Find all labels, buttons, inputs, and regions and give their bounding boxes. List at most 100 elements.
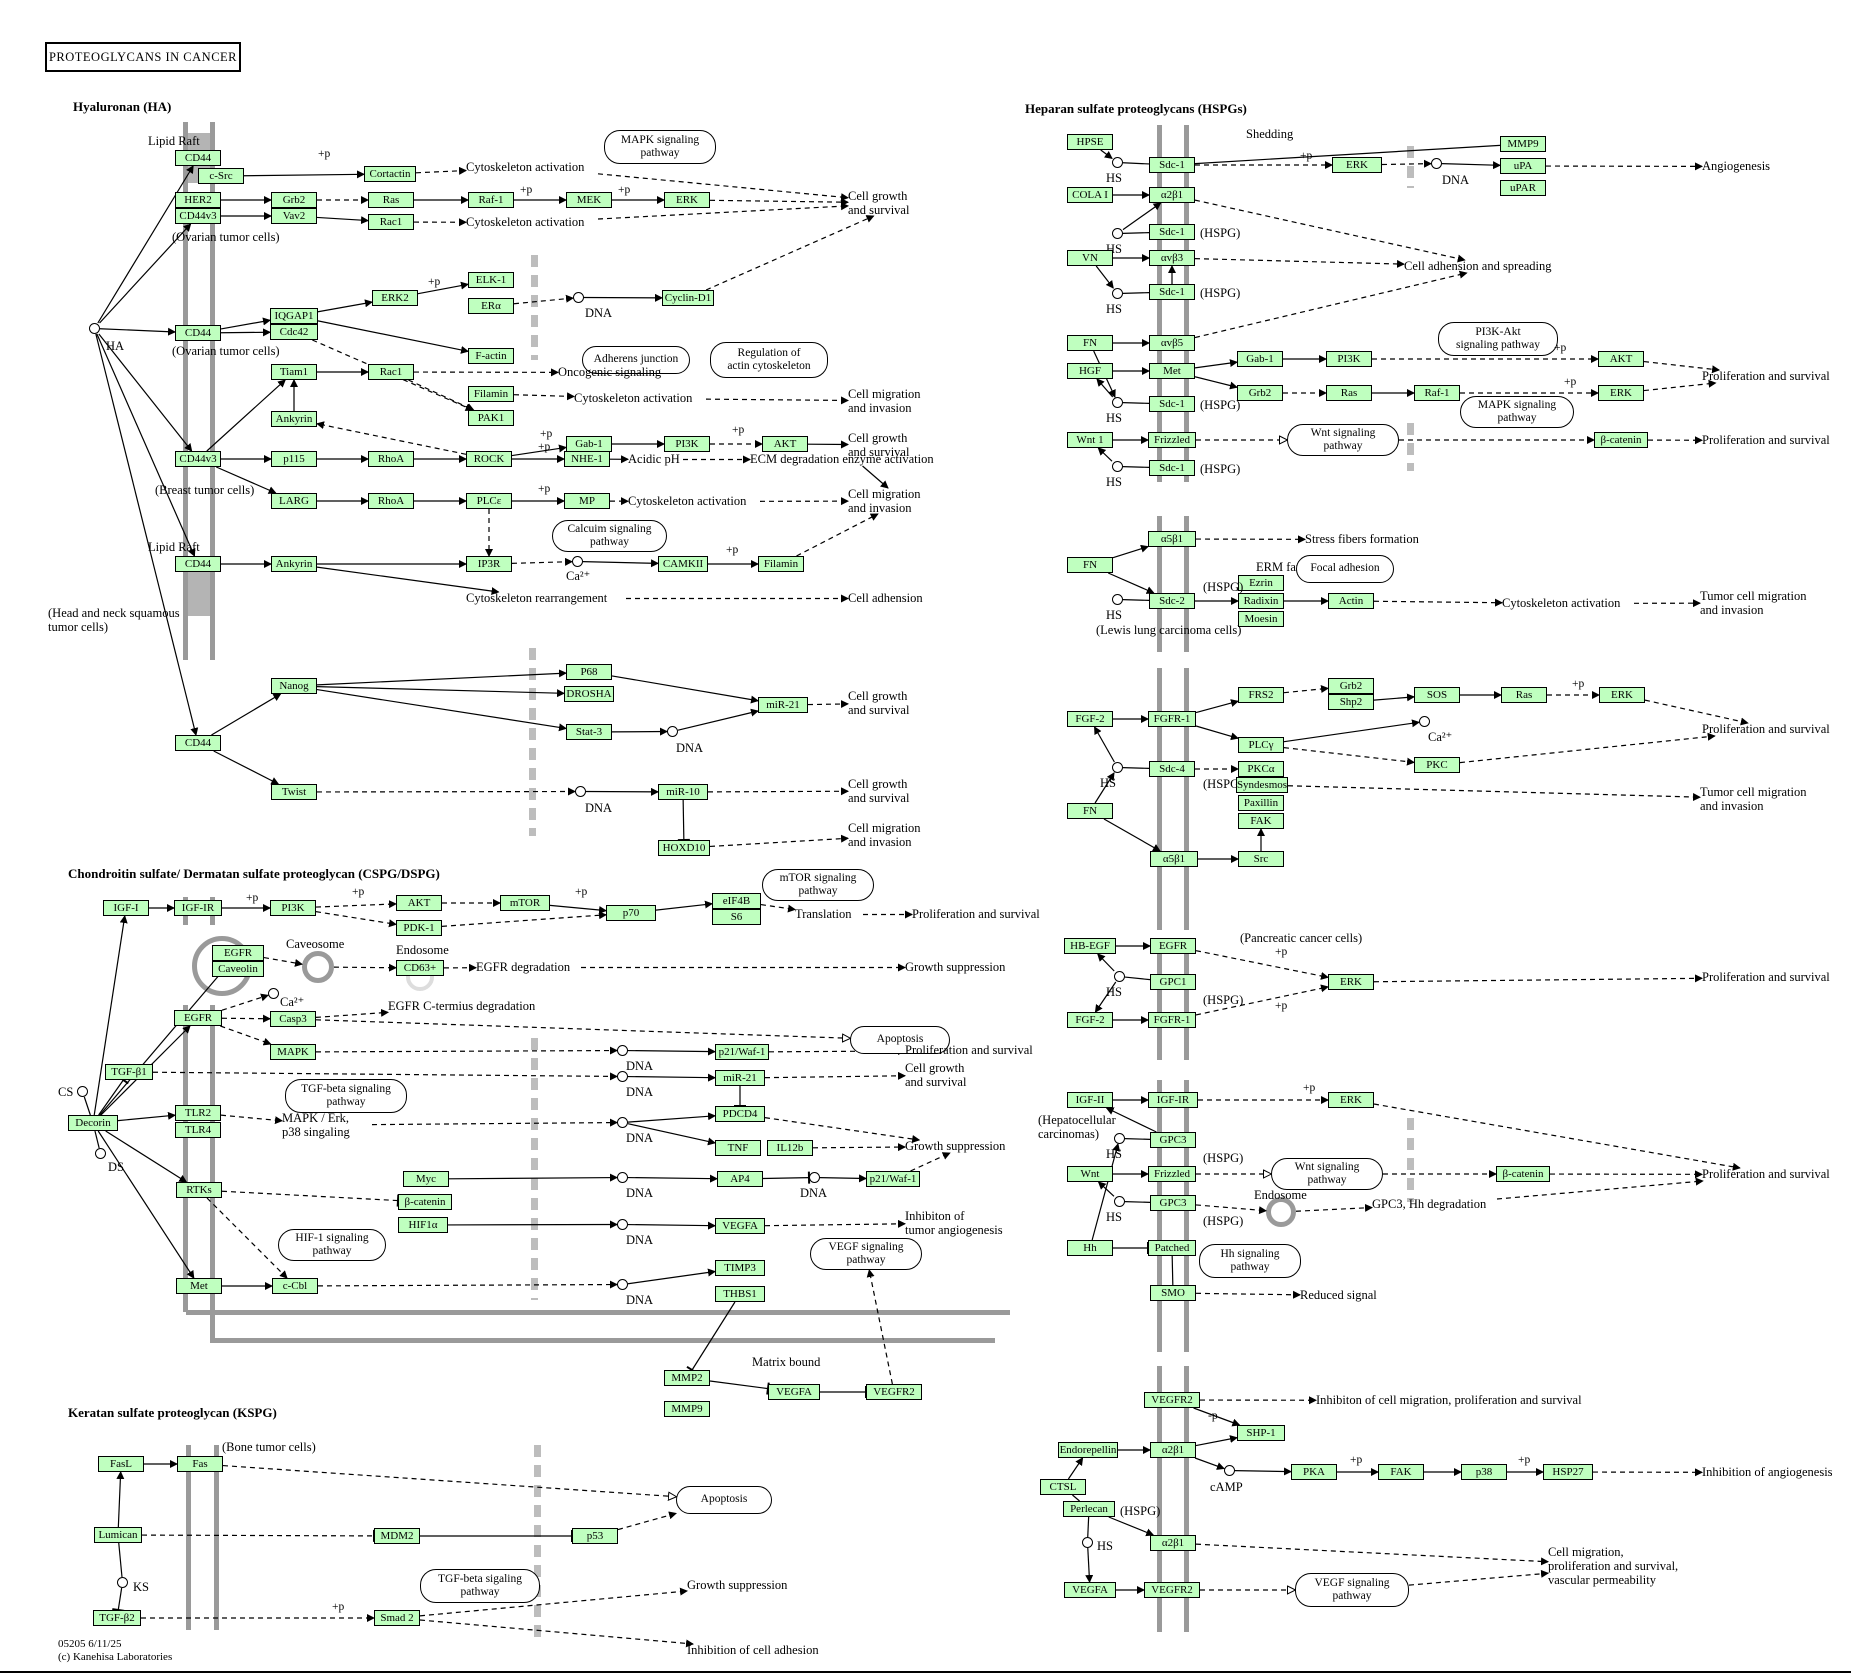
fn-1[interactable]: FN bbox=[1067, 335, 1113, 351]
ezrin[interactable]: Ezrin bbox=[1238, 575, 1284, 591]
cd44-4[interactable]: CD44 bbox=[175, 735, 221, 751]
tgfboval[interactable]: TGF-beta signaling pathway bbox=[285, 1079, 407, 1113]
thbs1[interactable]: THBS1 bbox=[715, 1286, 765, 1302]
hoxd10[interactable]: HOXD10 bbox=[658, 840, 710, 856]
gpc1[interactable]: GPC1 bbox=[1150, 974, 1196, 990]
mek[interactable]: MEK bbox=[566, 192, 612, 208]
fak-R2[interactable]: FAK bbox=[1378, 1464, 1424, 1480]
erk-r2[interactable]: ERK bbox=[1598, 385, 1644, 401]
vegfr2-R1[interactable]: VEGFR2 bbox=[1144, 1392, 1200, 1408]
filamin-2[interactable]: Filamin bbox=[758, 556, 804, 572]
fasl[interactable]: FasL bbox=[98, 1456, 144, 1472]
vegfa-R[interactable]: VEGFA bbox=[1064, 1582, 1116, 1598]
sdc1-5[interactable]: Sdc-1 bbox=[1149, 460, 1195, 476]
p21waf-1[interactable]: p21/Waf-1 bbox=[715, 1044, 769, 1060]
upa[interactable]: uPA bbox=[1500, 158, 1546, 174]
stat3[interactable]: Stat-3 bbox=[566, 724, 612, 740]
sdc2[interactable]: Sdc-2 bbox=[1149, 593, 1195, 609]
cortactin[interactable]: Cortactin bbox=[364, 166, 416, 182]
wntoval2[interactable]: Wnt signaling pathway bbox=[1271, 1158, 1383, 1190]
gpc3-2[interactable]: GPC3 bbox=[1150, 1195, 1196, 1211]
erk-r4[interactable]: ERK bbox=[1328, 974, 1374, 990]
erk-r5[interactable]: ERK bbox=[1328, 1092, 1374, 1108]
pdk1[interactable]: PDK-1 bbox=[396, 920, 442, 936]
mapk-C[interactable]: MAPK bbox=[270, 1044, 316, 1060]
filamin-1[interactable]: Filamin bbox=[468, 386, 514, 402]
akt-L[interactable]: AKT bbox=[762, 436, 808, 452]
met-R[interactable]: Met bbox=[1149, 363, 1195, 379]
vn[interactable]: VN bbox=[1067, 250, 1113, 266]
shp2[interactable]: Shp2 bbox=[1328, 694, 1374, 710]
adherens-oval[interactable]: Adherens junction bbox=[582, 346, 690, 374]
mapkoval2[interactable]: MAPK signaling pathway bbox=[1460, 396, 1574, 428]
calcoval[interactable]: Calcuim signaling pathway bbox=[552, 520, 667, 552]
regactin-oval[interactable]: Regulation of actin cytoskeleton bbox=[710, 342, 828, 378]
fak-R1[interactable]: FAK bbox=[1238, 813, 1284, 829]
hgf[interactable]: HGF bbox=[1067, 363, 1113, 379]
wnt2[interactable]: Wnt bbox=[1067, 1166, 1113, 1182]
erk-1[interactable]: ERK bbox=[664, 192, 710, 208]
igfir-L[interactable]: IGF-IR bbox=[174, 900, 222, 916]
mtoroval[interactable]: mTOR signaling pathway bbox=[762, 869, 874, 901]
hsp27[interactable]: HSP27 bbox=[1543, 1464, 1593, 1480]
hhoval[interactable]: Hh signaling pathway bbox=[1199, 1244, 1301, 1278]
ap4[interactable]: AP4 bbox=[717, 1171, 763, 1187]
tlr2[interactable]: TLR2 bbox=[175, 1105, 221, 1121]
her2[interactable]: HER2 bbox=[175, 192, 221, 208]
fgfr1-1[interactable]: FGFR-1 bbox=[1148, 711, 1196, 727]
ras-1[interactable]: Ras bbox=[368, 192, 414, 208]
cyclind1[interactable]: Cyclin-D1 bbox=[662, 290, 714, 306]
rtks[interactable]: RTKs bbox=[176, 1182, 222, 1198]
ras-R1[interactable]: Ras bbox=[1326, 385, 1372, 401]
cd63[interactable]: CD63+ bbox=[396, 960, 444, 976]
akt-R[interactable]: AKT bbox=[1598, 351, 1644, 367]
factin[interactable]: F-actin bbox=[468, 348, 514, 364]
pi3k-L[interactable]: PI3K bbox=[664, 436, 710, 452]
timp3[interactable]: TIMP3 bbox=[715, 1260, 765, 1276]
mir21-ha[interactable]: miR-21 bbox=[758, 697, 808, 713]
mmp9-L[interactable]: MMP9 bbox=[664, 1401, 710, 1417]
lumican[interactable]: Lumican bbox=[94, 1527, 142, 1543]
bcat-R2[interactable]: β-catenin bbox=[1496, 1166, 1550, 1182]
bcat-L[interactable]: β-catenin bbox=[398, 1194, 452, 1210]
smo[interactable]: SMO bbox=[1150, 1285, 1196, 1301]
a2b1-2[interactable]: α2β1 bbox=[1150, 1442, 1196, 1458]
grb2-R1[interactable]: Grb2 bbox=[1237, 385, 1283, 401]
focaloval[interactable]: Focal adhesion bbox=[1296, 555, 1394, 583]
ip3r[interactable]: IP3R bbox=[466, 556, 512, 572]
met-L[interactable]: Met bbox=[176, 1278, 222, 1294]
smad2[interactable]: Smad 2 bbox=[374, 1610, 420, 1626]
tgfb1[interactable]: TGF-β1 bbox=[105, 1064, 153, 1080]
actin[interactable]: Actin bbox=[1328, 593, 1374, 609]
cola1[interactable]: COLA I bbox=[1067, 187, 1113, 203]
pak1[interactable]: PAK1 bbox=[468, 410, 514, 426]
drosha[interactable]: DROSHA bbox=[564, 686, 614, 702]
fgf2-1[interactable]: FGF-2 bbox=[1067, 711, 1113, 727]
pi3k-C[interactable]: PI3K bbox=[270, 900, 316, 916]
pka[interactable]: PKA bbox=[1291, 1464, 1337, 1480]
rock[interactable]: ROCK bbox=[466, 451, 512, 467]
vegfa-1[interactable]: VEGFA bbox=[715, 1218, 765, 1234]
bcat-R1[interactable]: β-catenin bbox=[1594, 432, 1648, 448]
cdc42[interactable]: Cdc42 bbox=[270, 324, 318, 340]
rhoa-2[interactable]: RhoA bbox=[368, 493, 414, 509]
elk1[interactable]: ELK-1 bbox=[468, 272, 514, 288]
apoptosis2[interactable]: Apoptosis bbox=[676, 1486, 772, 1514]
mapkoval1[interactable]: MAPK signaling pathway bbox=[604, 130, 716, 164]
tnf[interactable]: TNF bbox=[715, 1140, 761, 1156]
hif1oval[interactable]: HIF-1 signaling pathway bbox=[278, 1229, 386, 1261]
fgfr1-2[interactable]: FGFR-1 bbox=[1148, 1012, 1196, 1028]
s6[interactable]: S6 bbox=[712, 909, 761, 925]
frs2[interactable]: FRS2 bbox=[1238, 687, 1284, 703]
upar[interactable]: uPAR bbox=[1500, 180, 1546, 196]
patched[interactable]: Patched bbox=[1148, 1240, 1196, 1256]
sdc1-3[interactable]: Sdc-1 bbox=[1149, 284, 1195, 300]
sdc1-1[interactable]: Sdc-1 bbox=[1149, 157, 1195, 173]
pkc[interactable]: PKC bbox=[1414, 757, 1460, 773]
raf1-1[interactable]: Raf-1 bbox=[468, 192, 514, 208]
vegfoval2[interactable]: VEGF signaling pathway bbox=[1295, 1573, 1409, 1607]
perlecan[interactable]: Perlecan bbox=[1063, 1501, 1115, 1517]
cd44-3[interactable]: CD44 bbox=[175, 556, 221, 572]
mir10[interactable]: miR-10 bbox=[658, 784, 708, 800]
a5b1-R2[interactable]: α5β1 bbox=[1150, 851, 1198, 867]
